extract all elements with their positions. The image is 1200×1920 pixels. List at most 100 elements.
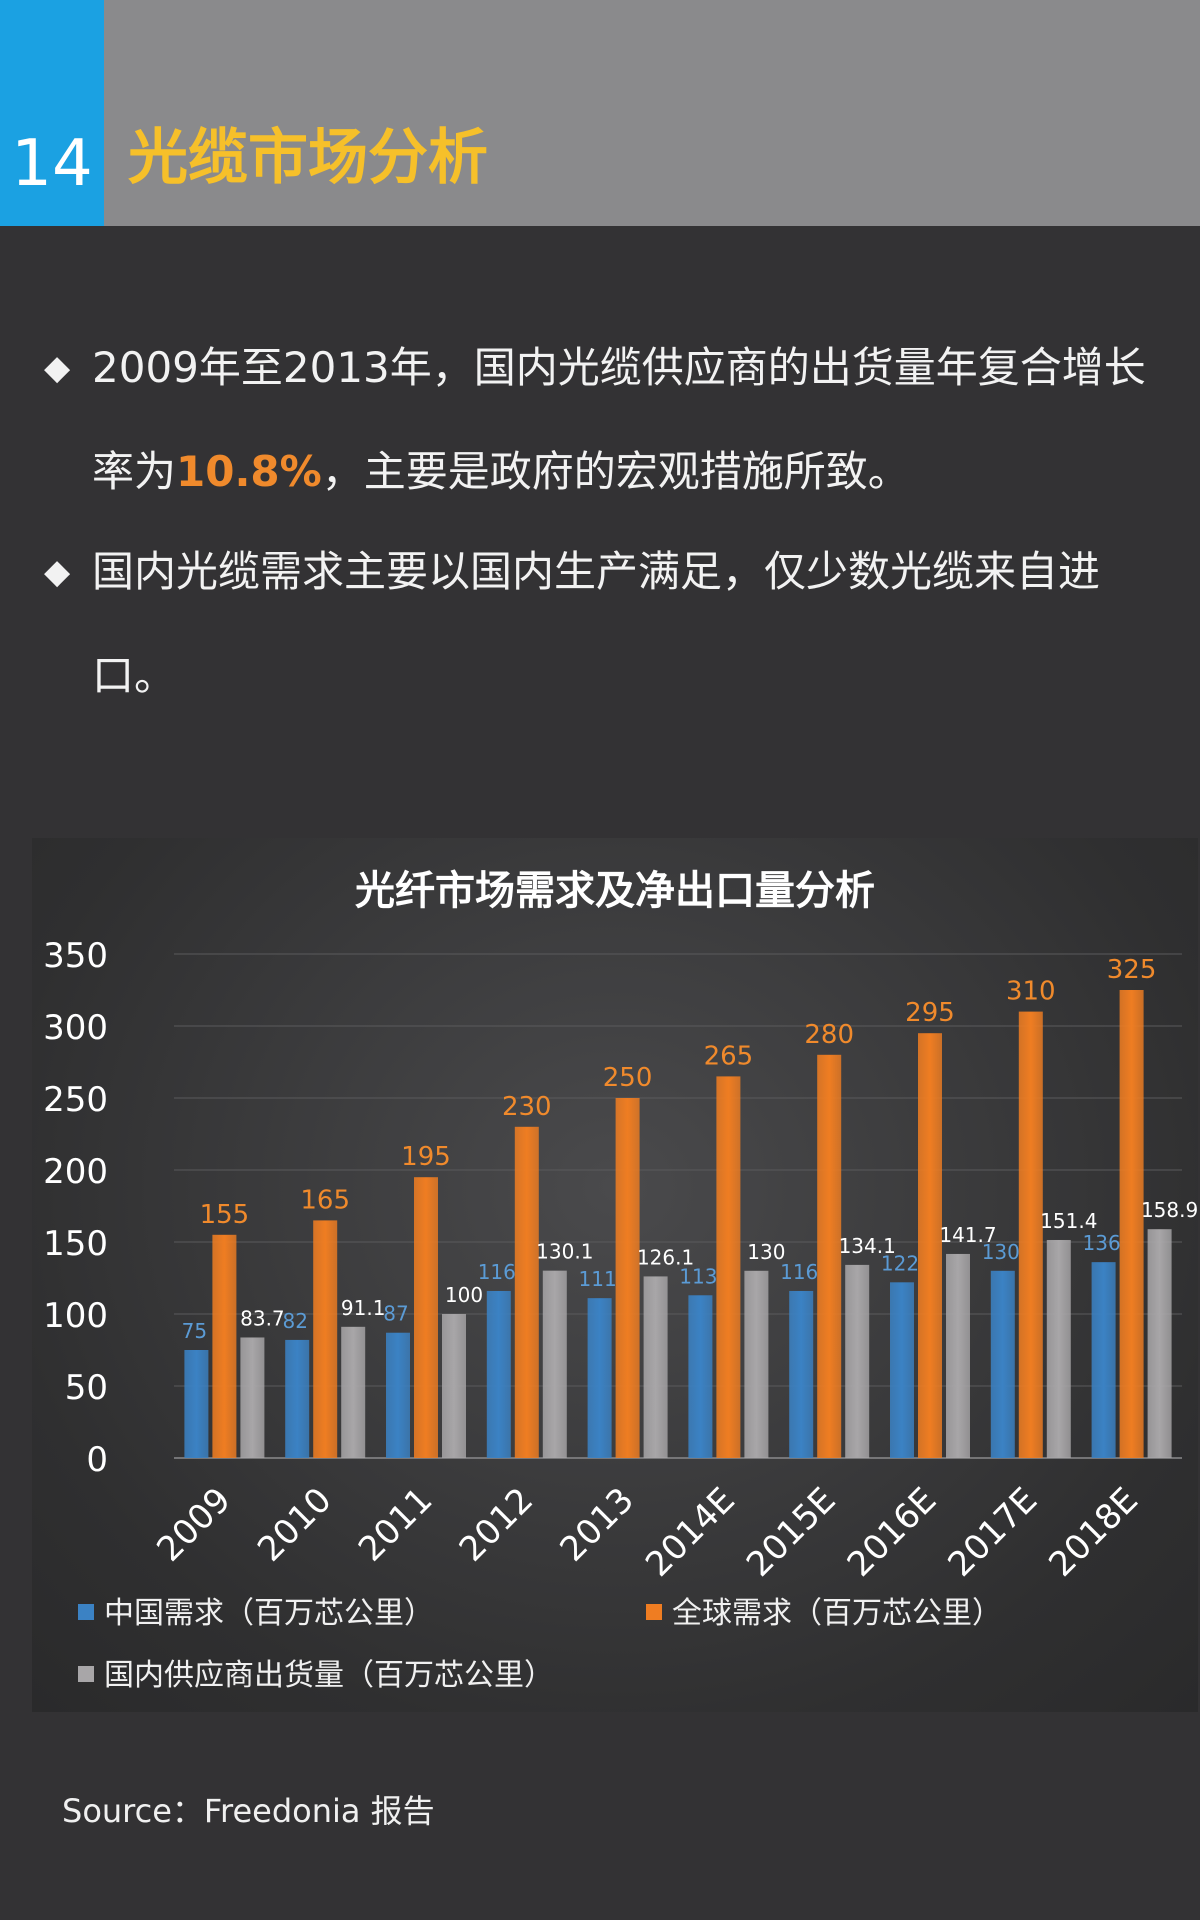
data-label-global-demand: 280 — [804, 1020, 854, 1050]
y-tick-label: 200 — [43, 1152, 108, 1192]
bar-domestic-shipments — [1147, 1229, 1172, 1458]
data-label-china-demand: 130 — [982, 1240, 1020, 1264]
x-tick-label: 2014E — [638, 1480, 743, 1585]
data-label-domestic-shipments: 130.1 — [536, 1240, 593, 1264]
legend-label-china-demand: 中国需求（百万芯公里） — [104, 1596, 434, 1631]
data-label-domestic-shipments: 134.1 — [839, 1234, 896, 1258]
data-label-domestic-shipments: 100 — [445, 1283, 483, 1307]
x-tick-label: 2017E — [941, 1480, 1046, 1585]
y-tick-label: 300 — [43, 1008, 108, 1048]
bar-china-demand — [890, 1282, 914, 1458]
source-note: Source：Freedonia 报告 — [62, 1792, 435, 1830]
y-tick-label: 250 — [43, 1080, 108, 1120]
bar-domestic-shipments — [643, 1276, 668, 1458]
y-tick-label: 0 — [86, 1440, 108, 1480]
bar-global-demand — [817, 1054, 842, 1458]
bullet-1-highlight: 10.8% — [176, 447, 322, 496]
bar-china-demand — [386, 1332, 410, 1458]
bar-domestic-shipments — [341, 1326, 366, 1458]
legend-swatch-domestic-shipments — [78, 1665, 94, 1682]
x-tick-label: 2010 — [250, 1480, 339, 1569]
data-label-global-demand: 325 — [1107, 955, 1157, 985]
legend-swatch-china-demand — [78, 1603, 94, 1620]
bar-domestic-shipments — [542, 1270, 567, 1458]
x-tick-label: 2009 — [149, 1480, 238, 1569]
data-label-global-demand: 250 — [603, 1063, 653, 1093]
data-label-china-demand: 136 — [1083, 1231, 1121, 1255]
bar-global-demand — [1018, 1011, 1043, 1458]
data-label-domestic-shipments: 83.7 — [240, 1306, 285, 1330]
diamond-bullet-icon: ◆ — [44, 348, 71, 388]
bar-domestic-shipments — [744, 1270, 769, 1458]
data-label-domestic-shipments: 130 — [747, 1240, 785, 1264]
bar-domestic-shipments — [946, 1253, 970, 1458]
data-label-domestic-shipments: 141.7 — [939, 1223, 996, 1247]
data-label-domestic-shipments: 158.9 — [1141, 1198, 1198, 1222]
chart-panel: 0 50 100 150 200 250 300 350 75 155 83.7 2009 82 165 9… — [32, 838, 1198, 1712]
bar-global-demand — [615, 1098, 640, 1458]
bar-domestic-shipments — [1046, 1239, 1071, 1458]
bullet-1: ◆ 2009年至2013年，国内光缆供应商的出货量年复合增长率为10.8%，主要… — [44, 316, 1164, 524]
data-label-global-demand: 265 — [704, 1041, 754, 1071]
bar-china-demand — [587, 1298, 612, 1458]
x-tick-label: 2015E — [739, 1480, 844, 1585]
bar-china-demand — [990, 1270, 1015, 1458]
y-tick-label: 100 — [43, 1296, 108, 1336]
data-label-global-demand: 295 — [905, 998, 955, 1028]
data-label-domestic-shipments: 91.1 — [341, 1296, 386, 1320]
bar-domestic-shipments — [442, 1314, 466, 1458]
data-label-global-demand: 155 — [200, 1200, 250, 1230]
bar-china-demand — [486, 1290, 511, 1458]
data-label-china-demand: 75 — [182, 1319, 207, 1343]
bullet-2-text: 国内光缆需求主要以国内生产满足，仅少数光缆来自进口。 — [92, 547, 1101, 700]
data-label-china-demand: 87 — [383, 1302, 408, 1326]
legend-swatch-global-demand — [646, 1603, 662, 1620]
page-number: 14 — [11, 127, 93, 201]
x-tick-label: 2013 — [552, 1480, 641, 1569]
x-tick-label: 2018E — [1041, 1480, 1146, 1585]
bar-global-demand — [918, 1033, 942, 1458]
legend-label-domestic-shipments: 国内供应商出货量（百万芯公里） — [104, 1658, 554, 1693]
chart-title: 光纤市场需求及净出口量分析 — [355, 868, 875, 914]
x-tick-label: 2016E — [840, 1480, 945, 1585]
bar-global-demand — [212, 1234, 237, 1458]
y-tick-label: 50 — [65, 1368, 108, 1408]
legend-label-global-demand: 全球需求（百万芯公里） — [672, 1596, 1002, 1631]
bar-global-demand — [514, 1126, 539, 1458]
page-number-box: 14 — [0, 0, 104, 226]
diamond-bullet-icon: ◆ — [44, 552, 71, 592]
data-label-domestic-shipments: 126.1 — [637, 1245, 694, 1269]
data-label-china-demand: 116 — [478, 1260, 516, 1284]
y-tick-label: 150 — [43, 1224, 108, 1264]
bar-china-demand — [1091, 1262, 1116, 1458]
data-label-china-demand: 122 — [881, 1251, 919, 1275]
data-label-china-demand: 111 — [579, 1267, 617, 1291]
bar-china-demand — [789, 1290, 814, 1458]
bullet-1-before: 2009年至2013年，国内光缆供应商的出货量年复合增长率为 — [92, 343, 1146, 496]
bar-global-demand — [716, 1076, 741, 1458]
data-label-china-demand: 116 — [780, 1260, 818, 1284]
header-bar: 14 光缆市场分析 — [0, 0, 1200, 226]
page-title: 光缆市场分析 — [128, 123, 488, 193]
data-label-global-demand: 195 — [401, 1142, 451, 1172]
bullet-1-after: ，主要是政府的宏观措施所致。 — [321, 447, 910, 496]
bar-chart: 0 50 100 150 200 250 300 350 75 155 83.7 2009 82 165 9… — [43, 936, 1198, 1585]
y-tick-label: 350 — [43, 936, 108, 976]
legend-item-china-demand: 中国需求（百万芯公里） — [78, 1596, 434, 1632]
x-tick-label: 2012 — [452, 1480, 541, 1569]
legend-item-domestic-shipments: 国内供应商出货量（百万芯公里） — [78, 1658, 554, 1694]
bar-global-demand — [414, 1177, 438, 1458]
bar-china-demand — [688, 1295, 713, 1458]
bar-china-demand — [184, 1350, 209, 1458]
legend-item-global-demand: 全球需求（百万芯公里） — [646, 1596, 1002, 1632]
bar-global-demand — [313, 1220, 338, 1458]
data-label-china-demand: 82 — [282, 1309, 307, 1333]
data-label-domestic-shipments: 151.4 — [1040, 1209, 1097, 1233]
x-tick-label: 2011 — [351, 1480, 440, 1569]
bullet-2: ◆ 国内光缆需求主要以国内生产满足，仅少数光缆来自进口。 — [44, 520, 1164, 728]
bullet-1-text: 2009年至2013年，国内光缆供应商的出货量年复合增长率为10.8%，主要是政… — [44, 316, 1164, 524]
bar-domestic-shipments — [845, 1264, 870, 1458]
bar-china-demand — [285, 1339, 310, 1458]
data-label-global-demand: 310 — [1006, 977, 1056, 1007]
bar-global-demand — [1119, 990, 1144, 1458]
